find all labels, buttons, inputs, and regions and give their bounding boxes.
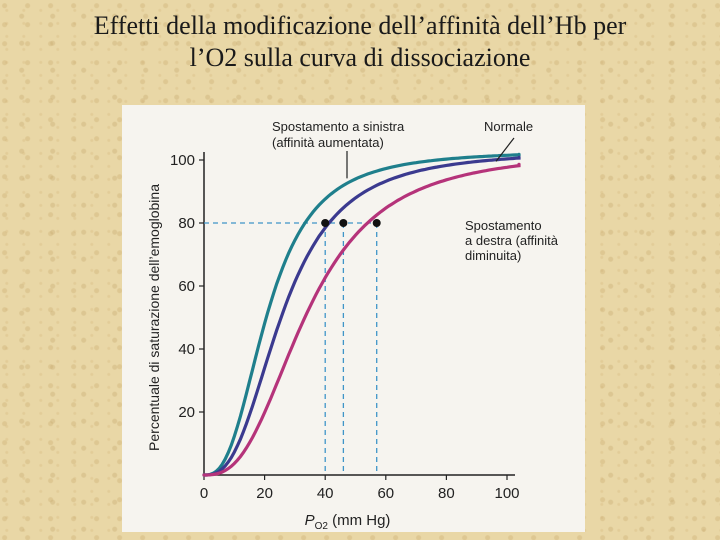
y-axis-label: Percentuale di saturazione dell’emoglobi… [146,184,162,451]
marker-point-3 [372,219,381,227]
annotation-normal-pointer [495,137,515,162]
x-tick-label-80: 80 [438,485,455,502]
y-tick-label-40: 40 [178,341,195,358]
annotation-left-shift-line-2: (affinità aumentata) [272,135,384,150]
annotation-right-shift-line-2: a destra (affinità [465,233,559,248]
annotation-right-shift-line-3: diminuita) [465,248,521,263]
chart-markers [321,219,381,227]
series-line-3 [202,162,521,477]
marker-point-1 [321,219,330,227]
y-tick-label-80: 80 [178,215,195,232]
series-line-1 [202,152,521,477]
x-tick-label-0: 0 [200,485,208,502]
annotation-left-shift-line-1: Spostamento a sinistra [272,119,405,134]
x-tick-label-60: 60 [377,485,394,502]
x-tick-label-20: 20 [256,485,273,502]
y-tick-label-100: 100 [170,152,195,169]
annotation-normal-line-1: Normale [484,119,533,134]
x-tick-label-40: 40 [317,485,334,502]
series-line-2 [202,155,521,477]
slide-title-line-2: l’O2 sulla curva di dissociazione [189,43,531,72]
annotation-right-shift-line-1: Spostamento [465,218,542,233]
marker-point-2 [339,219,348,227]
y-tick-label-60: 60 [178,278,195,295]
chart-series [202,152,521,477]
slide-title-line-1: Effetti della modificazione dell’affinit… [93,11,627,40]
chart-annotations: Spostamento a sinistra(affinità aumentat… [272,119,559,263]
slide-title: Effetti della modificazione dell’affinit… [0,10,720,74]
x-axis-label: PO2 (mm Hg) [305,512,391,532]
chart-axes: 0 20 40 60 80 100 20 40 60 80 100 Percentuale di sa… [146,152,520,532]
x-tick-label-100: 100 [494,485,519,502]
y-tick-label-20: 20 [178,404,195,421]
chart-figure: 0 20 40 60 80 100 20 40 60 80 100 Percentuale di sa… [122,105,585,532]
reference-dashed-lines [204,222,378,475]
oxygen-dissociation-chart: 0 20 40 60 80 100 20 40 60 80 100 Percentuale di sa… [146,119,559,532]
